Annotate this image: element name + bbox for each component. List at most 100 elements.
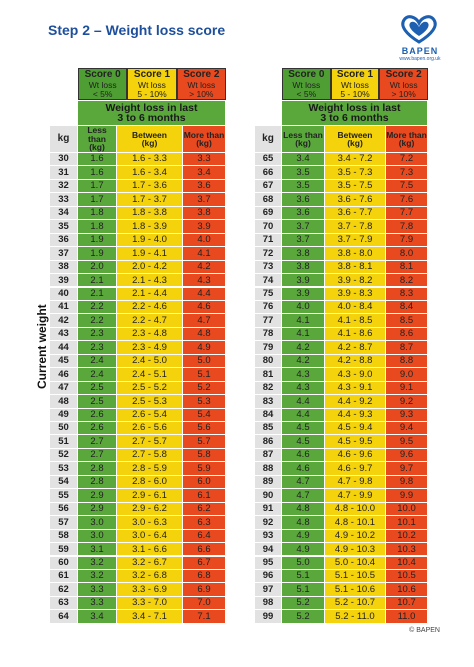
- value-cell: 4.9 - 10.2: [325, 529, 386, 544]
- value-cell: 2.3: [78, 341, 117, 355]
- column-header-text: (kg): [196, 138, 212, 148]
- value-cell: 8.1: [386, 260, 428, 275]
- cell-text: 3.3: [90, 583, 104, 595]
- kg-cell: 57: [50, 516, 78, 530]
- cell-text: 88: [262, 462, 274, 474]
- value-cell: 3.2: [78, 569, 117, 584]
- kg-cell: 91: [255, 502, 282, 517]
- cell-text: 10.7: [397, 597, 416, 609]
- column-header: Between (kg): [117, 126, 183, 153]
- value-cell: 4.9: [282, 529, 325, 544]
- value-cell: 3.8 - 8.1: [325, 260, 386, 275]
- kg-cell: 69: [255, 206, 282, 221]
- kg-cell: 46: [50, 368, 78, 382]
- cell-text: 2.5: [90, 395, 104, 407]
- value-cell: 9.0: [386, 368, 428, 382]
- cell-text: 98: [262, 597, 274, 609]
- value-cell: 2.6 - 5.4: [117, 408, 183, 422]
- cell-text: 81: [262, 368, 274, 380]
- cell-text: 79: [262, 341, 274, 353]
- cell-text: 4.5: [296, 435, 310, 447]
- value-cell: 10.2: [386, 529, 428, 544]
- cell-text: 64: [58, 610, 69, 622]
- caption-text: 3 to 6 months: [320, 112, 389, 124]
- legend-box: Score 0 Wt loss < 5%: [78, 68, 128, 100]
- value-cell: 11.0: [386, 610, 428, 624]
- kg-cell: 44: [50, 341, 78, 355]
- value-cell: 4.2 - 8.8: [325, 354, 386, 369]
- cell-text: 4.6: [197, 301, 211, 313]
- cell-text: 1.8 - 3.9: [132, 220, 167, 232]
- kg-cell: 32: [50, 179, 78, 194]
- cell-text: 7.3: [399, 166, 414, 178]
- cell-text: 1.9 - 4.1: [132, 247, 167, 259]
- cell-text: 3.2 - 6.8: [132, 570, 167, 582]
- value-cell: 3.8 - 8.0: [325, 247, 386, 261]
- cell-text: 2.5 - 5.2: [132, 382, 167, 394]
- value-cell: 5.7: [183, 435, 226, 449]
- cell-text: 48: [58, 395, 69, 407]
- value-cell: 4.5 - 9.4: [325, 422, 386, 436]
- cell-text: 80: [262, 355, 274, 367]
- column-header-text: (kg): [347, 138, 363, 148]
- cell-text: 83: [262, 395, 274, 407]
- cell-text: 36: [58, 234, 69, 246]
- cell-text: 4.6 - 9.6: [337, 449, 373, 461]
- column-header-text: Less than: [283, 129, 323, 140]
- legend-text: Score 0: [288, 69, 325, 80]
- value-cell: 4.6 - 9.6: [325, 448, 386, 463]
- cell-text: 47: [58, 382, 69, 394]
- value-cell: 9.4: [386, 422, 428, 436]
- cell-text: 2.8 - 5.9: [132, 462, 167, 474]
- value-cell: 2.0: [78, 260, 117, 275]
- cell-text: 2.6: [90, 409, 104, 421]
- value-cell: 4.8 - 10.1: [325, 516, 386, 530]
- cell-text: 7.2: [399, 153, 414, 165]
- cell-text: 8.6: [399, 328, 414, 340]
- cell-text: 5.1 - 10.6: [334, 583, 376, 595]
- cell-text: 1.9 - 4.0: [132, 234, 167, 246]
- cell-text: 2.7: [90, 449, 104, 461]
- cell-text: 4.5: [296, 422, 310, 434]
- value-cell: 3.6: [282, 206, 325, 221]
- value-cell: 2.8 - 6.0: [117, 475, 183, 490]
- value-cell: 5.2: [183, 381, 226, 396]
- cell-text: 3.5 - 7.3: [337, 166, 373, 178]
- kg-cell: 77: [255, 314, 282, 328]
- cell-text: 89: [262, 476, 274, 488]
- cell-text: 2.5 - 5.3: [132, 395, 167, 407]
- value-cell: 3.9: [183, 220, 226, 234]
- cell-text: 8.7: [399, 341, 414, 353]
- cell-text: 7.9: [399, 234, 414, 246]
- value-cell: 10.5: [386, 569, 428, 584]
- kg-cell: 58: [50, 529, 78, 544]
- kg-cell: 98: [255, 596, 282, 611]
- legend-text: Wt loss: [389, 80, 418, 90]
- value-cell: 2.6: [78, 408, 117, 422]
- cell-text: 71: [262, 234, 274, 246]
- cell-text: 52: [58, 449, 69, 461]
- value-cell: 4.0: [183, 233, 226, 248]
- value-cell: 2.5 - 5.2: [117, 381, 183, 396]
- cell-text: 10.6: [397, 583, 416, 595]
- value-cell: 9.8: [386, 475, 428, 490]
- value-cell: 2.9: [78, 489, 117, 503]
- value-cell: 8.0: [386, 247, 428, 261]
- cell-text: 4.1: [296, 328, 310, 340]
- value-cell: 2.1: [78, 274, 117, 288]
- cell-text: 9.9: [399, 489, 414, 501]
- cell-text: 70: [262, 220, 274, 232]
- value-cell: 1.8: [78, 220, 117, 234]
- cell-text: 4.9: [296, 543, 310, 555]
- kg-cell: 81: [255, 368, 282, 382]
- cell-text: 68: [262, 193, 274, 205]
- value-cell: 3.7 - 7.9: [325, 233, 386, 248]
- cell-text: 78: [262, 328, 274, 340]
- cell-text: 73: [262, 261, 274, 273]
- cell-text: 58: [58, 530, 69, 542]
- cell-text: 2.7 - 5.7: [132, 435, 167, 447]
- cell-text: 9.2: [399, 395, 414, 407]
- value-cell: 5.0: [183, 354, 226, 369]
- cell-text: 2.1 - 4.3: [132, 274, 167, 286]
- legend-text: < 5%: [92, 88, 113, 99]
